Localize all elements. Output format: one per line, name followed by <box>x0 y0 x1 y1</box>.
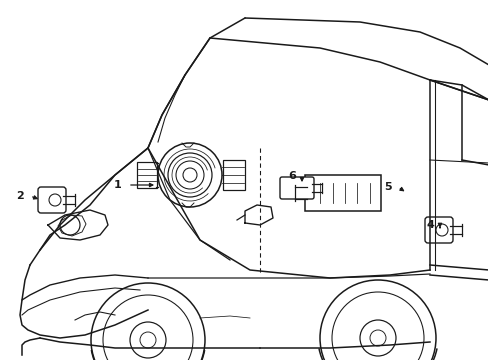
FancyBboxPatch shape <box>137 162 157 188</box>
Text: 5: 5 <box>384 182 391 192</box>
Text: 1: 1 <box>114 180 122 190</box>
Text: 4: 4 <box>425 220 433 230</box>
FancyBboxPatch shape <box>223 160 244 190</box>
FancyBboxPatch shape <box>280 177 313 199</box>
FancyBboxPatch shape <box>305 175 380 211</box>
Text: 2: 2 <box>16 191 24 201</box>
Text: 6: 6 <box>287 171 295 181</box>
FancyBboxPatch shape <box>38 187 66 213</box>
FancyBboxPatch shape <box>424 217 452 243</box>
